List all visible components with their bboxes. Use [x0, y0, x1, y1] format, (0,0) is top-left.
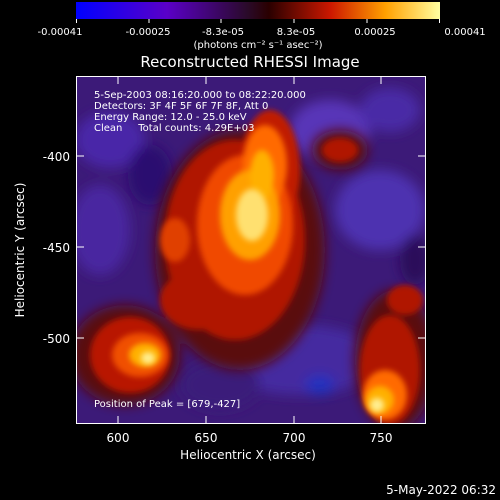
x-tick-label: 750	[370, 431, 393, 445]
colorbar-tick-label: -8.3e-05	[202, 27, 244, 38]
y-axis-label: Heliocentric Y (arcsec)	[13, 183, 27, 318]
x-tick-label: 650	[195, 431, 218, 445]
colorbar-ticks	[76, 19, 440, 23]
peak-position: Position of Peak = [679,-427]	[94, 399, 240, 410]
y-tick-label: -400	[43, 150, 70, 164]
colorbar-tick-label: 0.00025	[354, 27, 395, 38]
x-axis-ticks	[117, 76, 382, 424]
colorbar-units: (photons cm⁻² s⁻¹ asec⁻²)	[193, 40, 322, 51]
colorbar-tick-label: -0.00025	[126, 27, 171, 38]
info-line-counts: Clean Total counts: 4.29E+03	[94, 123, 254, 134]
plot-title: Reconstructed RHESSI Image	[140, 53, 359, 71]
footer-timestamp: 5-May-2022 06:32	[386, 483, 496, 497]
y-tick-label: -450	[43, 241, 70, 255]
rhessi-image	[76, 76, 426, 424]
colorbar: -0.00041 -0.00025 -8.3e-05 8.3e-05 0.000…	[38, 2, 486, 51]
info-line-energy: Energy Range: 12.0 - 25.0 keV	[94, 112, 247, 123]
y-axis-ticks	[76, 155, 426, 339]
colorbar-tick-label: 0.00041	[444, 27, 485, 38]
y-tick-label: -500	[43, 332, 70, 346]
x-tick-label: 600	[107, 431, 130, 445]
info-line-time: 5-Sep-2003 08:16:20.000 to 08:22:20.000	[94, 90, 306, 101]
x-tick-label: 700	[283, 431, 306, 445]
info-block: 5-Sep-2003 08:16:20.000 to 08:22:20.000 …	[94, 90, 306, 134]
colorbar-tick-label: 8.3e-05	[277, 27, 315, 38]
x-axis-label: Heliocentric X (arcsec)	[180, 448, 316, 462]
colorbar-tick-label: -0.00041	[38, 27, 83, 38]
plot-frame	[76, 76, 426, 424]
colorbar-gradient	[76, 2, 440, 19]
info-line-detectors: Detectors: 3F 4F 5F 6F 7F 8F, Att 0	[94, 101, 268, 112]
